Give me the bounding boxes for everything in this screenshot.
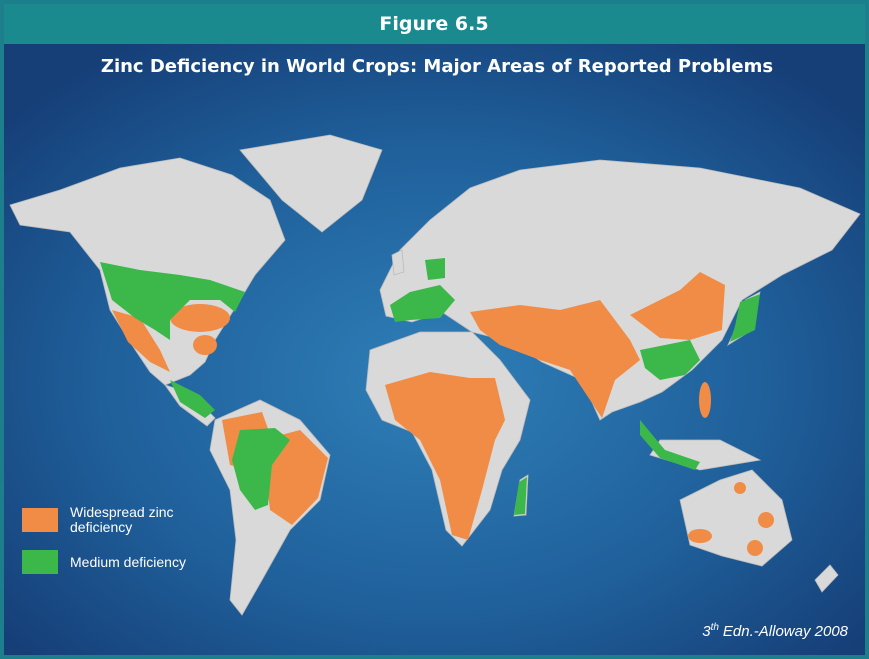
figure-number: Figure 6.5	[379, 13, 488, 35]
widespread-zones	[112, 272, 774, 556]
legend: Widespread zinc deficiency Medium deficien…	[22, 504, 186, 574]
credit-number: 3	[702, 623, 711, 640]
header-bar	[4, 4, 865, 44]
medium-zones	[100, 258, 760, 515]
legend-label: Medium deficiency	[70, 554, 186, 570]
credit: 3th Edn.-Alloway 2008	[702, 622, 848, 640]
credit-suffix: th	[711, 622, 720, 633]
legend-label: Widespread zinc deficiency	[70, 504, 174, 535]
legend-swatch	[22, 550, 58, 574]
map-title: Zinc Deficiency in World Crops: Major Ar…	[101, 56, 773, 77]
legend-swatch	[22, 508, 58, 532]
credit-text: Edn.-Alloway 2008	[723, 623, 849, 640]
